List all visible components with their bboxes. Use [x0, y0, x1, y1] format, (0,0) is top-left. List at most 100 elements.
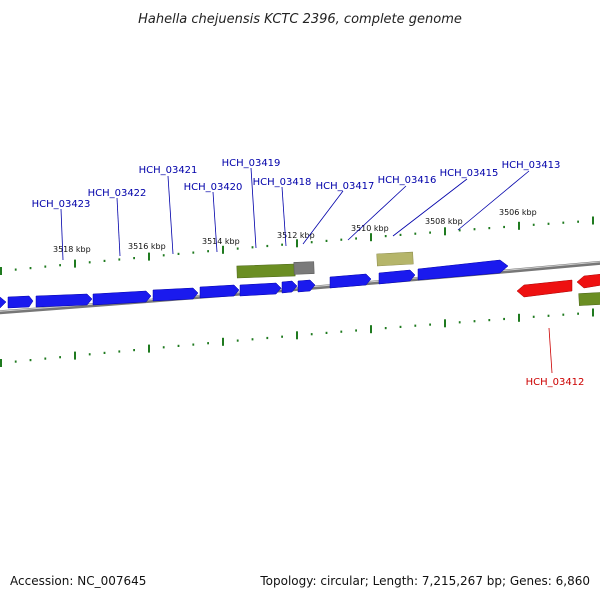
gene-label[interactable]: HCH_03423: [32, 199, 91, 210]
forward-gene-arrow[interactable]: [239, 282, 282, 297]
minor-tick: [29, 359, 32, 362]
forward-gene-arrow[interactable]: [297, 279, 316, 293]
minor-tick: [488, 227, 491, 230]
minor-tick: [44, 357, 47, 360]
gene-label[interactable]: HCH_03416: [378, 175, 437, 186]
minor-tick: [414, 324, 417, 327]
reverse-gene-arrow[interactable]: [576, 273, 600, 289]
minor-tick: [340, 238, 343, 241]
major-tick: [222, 337, 224, 346]
gene-label[interactable]: HCH_03418: [253, 177, 312, 188]
minor-tick: [532, 223, 535, 226]
gene-label[interactable]: HCH_03422: [88, 188, 147, 199]
major-tick: [148, 344, 150, 353]
minor-tick: [562, 221, 565, 224]
minor-tick: [325, 331, 328, 334]
gene-label[interactable]: HCH_03420: [184, 182, 243, 193]
minor-tick: [14, 268, 17, 271]
forward-gene-arrow[interactable]: [152, 287, 199, 302]
forward-gene-arrow[interactable]: [378, 269, 416, 285]
minor-tick: [473, 228, 476, 231]
misc-feature-block[interactable]: [578, 292, 600, 306]
gene-label[interactable]: HCH_03415: [440, 168, 499, 179]
minor-tick: [118, 350, 121, 353]
minor-tick: [162, 346, 165, 349]
leader-line: [167, 175, 174, 255]
scale-label: 3512 kbp: [277, 231, 315, 240]
map-title: Hahella chejuensis KCTC 2396, complete g…: [138, 12, 462, 27]
forward-gene-arrow[interactable]: [35, 293, 93, 308]
minor-tick: [207, 342, 209, 345]
minor-tick: [429, 323, 431, 326]
scale-label: 3516 kbp: [128, 242, 166, 251]
leader-line: [457, 170, 530, 231]
forward-gene-arrow[interactable]: [281, 280, 298, 294]
minor-tick: [503, 317, 505, 321]
minor-tick: [532, 315, 535, 318]
minor-tick: [192, 343, 195, 346]
minor-tick: [458, 229, 461, 232]
minor-tick: [266, 336, 269, 340]
leader-line: [250, 167, 257, 249]
leader-line: [392, 178, 468, 237]
minor-tick: [281, 243, 283, 246]
minor-tick: [325, 239, 328, 242]
forward-gene-arrow[interactable]: [7, 295, 34, 309]
minor-tick: [399, 233, 402, 236]
major-tick: [74, 259, 76, 268]
forward-gene-arrow[interactable]: [199, 284, 240, 299]
leader-line: [60, 208, 64, 261]
misc-feature-block[interactable]: [376, 251, 414, 267]
minor-tick: [281, 335, 283, 338]
major-tick: [74, 351, 76, 360]
major-tick: [296, 239, 298, 248]
minor-tick: [88, 353, 91, 356]
major-tick: [296, 331, 298, 340]
minor-tick: [44, 265, 47, 268]
minor-tick: [88, 261, 91, 264]
major-tick: [518, 313, 520, 322]
major-tick: [444, 227, 446, 236]
misc-feature-block[interactable]: [293, 261, 315, 275]
gene-label[interactable]: HCH_03412: [526, 377, 585, 388]
minor-tick: [59, 356, 61, 359]
scale-label: 3508 kbp: [425, 217, 463, 226]
major-tick: [370, 325, 372, 334]
major-tick: [148, 252, 150, 261]
scale-label: 3518 kbp: [53, 245, 91, 254]
forward-gene-arrow[interactable]: [92, 290, 152, 306]
minor-tick: [340, 330, 343, 333]
forward-gene-arrow[interactable]: [417, 259, 509, 281]
minor-tick: [14, 360, 17, 363]
leader-line: [302, 190, 344, 245]
minor-tick: [384, 327, 387, 330]
scale-labels: 3518 kbp 3516 kbp 3514 kbp 3512 kbp 3510…: [53, 208, 537, 254]
minor-tick: [547, 314, 550, 317]
minor-tick: [251, 338, 254, 341]
minor-tick: [162, 254, 165, 257]
minor-tick: [192, 251, 195, 254]
minor-tick: [429, 231, 431, 234]
gene-label[interactable]: HCH_03421: [139, 165, 198, 176]
scale-label: 3510 kbp: [351, 224, 389, 233]
minor-tick: [310, 333, 313, 336]
minor-tick: [577, 312, 579, 315]
leader-line: [281, 186, 287, 247]
minor-tick: [503, 225, 505, 229]
gene-label[interactable]: HCH_03419: [222, 158, 281, 169]
inner-scale-ticks: [0, 308, 594, 367]
major-tick: [222, 245, 224, 254]
reverse-gene-arrow[interactable]: [516, 279, 573, 298]
forward-gene-arrow[interactable]: [329, 273, 372, 289]
forward-gene-arrow[interactable]: [0, 296, 7, 309]
gene-label[interactable]: HCH_03417: [316, 181, 375, 192]
gene-label[interactable]: HCH_03413: [502, 160, 561, 171]
minor-tick: [562, 313, 565, 316]
misc-feature-block[interactable]: [236, 263, 296, 279]
minor-tick: [384, 235, 387, 238]
minor-tick: [414, 232, 417, 235]
outer-scale-ticks: [0, 216, 594, 275]
minor-tick: [118, 258, 121, 261]
minor-tick: [577, 220, 579, 223]
minor-tick: [399, 325, 402, 328]
